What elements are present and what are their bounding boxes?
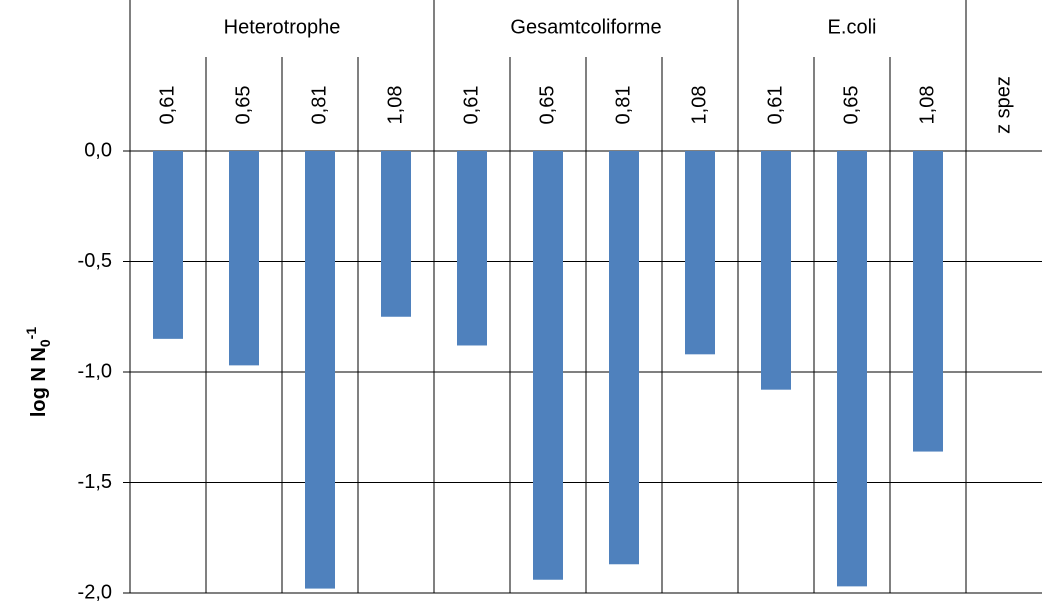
x-label-title: z spez: [992, 76, 1014, 134]
bar: [685, 151, 715, 355]
y-tick-label: -1,0: [78, 360, 112, 382]
x-tick-label: 0,65: [840, 86, 862, 125]
x-tick-label: 0,65: [232, 86, 254, 125]
bar: [761, 151, 791, 390]
bar: [609, 151, 639, 565]
x-tick-label: 0,61: [764, 86, 786, 125]
y-tick-label: -1,5: [78, 471, 112, 493]
x-tick-label: 0,81: [308, 86, 330, 125]
bar: [229, 151, 259, 366]
bar: [837, 151, 867, 587]
bar: [381, 151, 411, 317]
y-tick-label: -2,0: [78, 581, 112, 603]
bar: [457, 151, 487, 346]
bar: [533, 151, 563, 580]
x-tick-label: 1,08: [916, 86, 938, 125]
x-tick-label: 1,08: [384, 86, 406, 125]
bar: [153, 151, 183, 339]
y-tick-label: -0,5: [78, 250, 112, 272]
x-tick-label: 0,81: [612, 86, 634, 125]
x-tick-label: 0,61: [460, 86, 482, 125]
y-tick-label: 0,0: [84, 139, 112, 161]
x-tick-label: 0,61: [156, 86, 178, 125]
y-label-sub: 0: [37, 339, 53, 347]
y-label-sup: -1: [23, 327, 39, 340]
group-label: E.coli: [828, 16, 877, 38]
group-label: Gesamtcoliforme: [510, 16, 661, 38]
y-axis-label: log N N0-1: [23, 327, 53, 417]
y-label-main: log N N: [28, 347, 50, 417]
x-tick-label: 0,65: [536, 86, 558, 125]
bar: [913, 151, 943, 452]
bar: [305, 151, 335, 589]
x-tick-label: 1,08: [688, 86, 710, 125]
group-label: Heterotrophe: [224, 16, 341, 38]
